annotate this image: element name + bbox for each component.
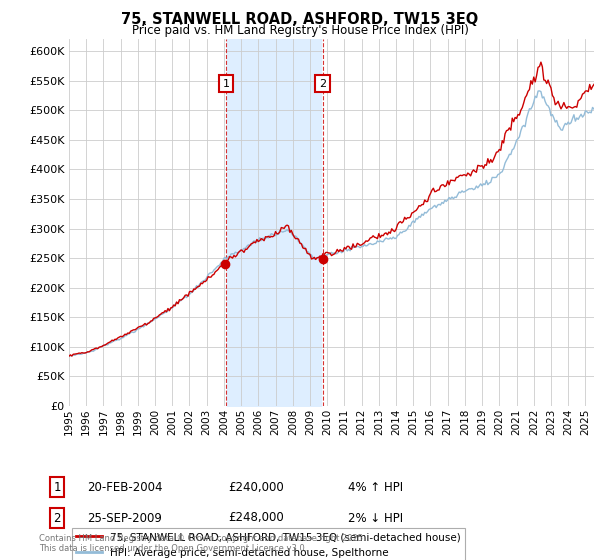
Text: 75, STANWELL ROAD, ASHFORD, TW15 3EQ: 75, STANWELL ROAD, ASHFORD, TW15 3EQ bbox=[121, 12, 479, 27]
Text: £240,000: £240,000 bbox=[228, 480, 284, 494]
Text: 1: 1 bbox=[53, 480, 61, 494]
Text: 4% ↑ HPI: 4% ↑ HPI bbox=[348, 480, 403, 494]
Text: 2: 2 bbox=[319, 78, 326, 88]
Text: 2% ↓ HPI: 2% ↓ HPI bbox=[348, 511, 403, 525]
Legend: 75, STANWELL ROAD, ASHFORD, TW15 3EQ (semi-detached house), HPI: Average price, : 75, STANWELL ROAD, ASHFORD, TW15 3EQ (se… bbox=[71, 528, 465, 560]
Text: 25-SEP-2009: 25-SEP-2009 bbox=[87, 511, 162, 525]
Text: £248,000: £248,000 bbox=[228, 511, 284, 525]
Text: 1: 1 bbox=[223, 78, 229, 88]
Text: 20-FEB-2004: 20-FEB-2004 bbox=[87, 480, 163, 494]
Text: Contains HM Land Registry data © Crown copyright and database right 2025.
This d: Contains HM Land Registry data © Crown c… bbox=[39, 534, 365, 553]
Text: Price paid vs. HM Land Registry's House Price Index (HPI): Price paid vs. HM Land Registry's House … bbox=[131, 24, 469, 37]
Text: 2: 2 bbox=[53, 511, 61, 525]
